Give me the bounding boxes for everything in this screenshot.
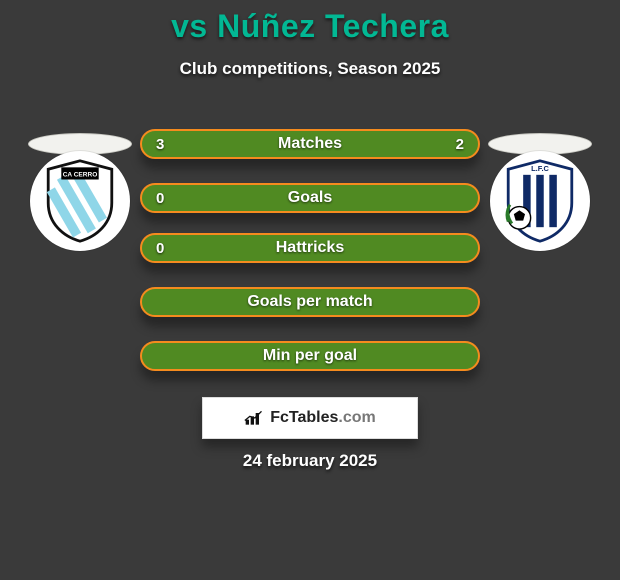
stat-label: Min per goal bbox=[142, 347, 478, 365]
stat-pill-matches: 3 Matches 2 bbox=[140, 129, 480, 159]
brand-suffix: .com bbox=[338, 409, 375, 426]
stat-row: 3 Matches 2 bbox=[0, 121, 620, 167]
brand-badge[interactable]: FcTables.com bbox=[202, 397, 418, 439]
stat-pill-gpm: Goals per match bbox=[140, 287, 480, 317]
stat-pill-mpg: Min per goal bbox=[140, 341, 480, 371]
page-title: vs Núñez Techera bbox=[0, 8, 620, 45]
stat-label: Goals bbox=[142, 189, 478, 207]
stat-row: Min per goal bbox=[0, 333, 620, 379]
stat-row: 0 Hattricks bbox=[0, 225, 620, 271]
stat-pill-hattricks: 0 Hattricks bbox=[140, 233, 480, 263]
brand-prefix: Fc bbox=[270, 409, 289, 426]
brand-main: Tables bbox=[289, 409, 339, 426]
stat-row: Goals per match bbox=[0, 279, 620, 325]
stat-label: Matches bbox=[142, 135, 478, 153]
left-player-slot bbox=[20, 133, 140, 155]
stat-label: Hattricks bbox=[142, 239, 478, 257]
stat-label: Goals per match bbox=[142, 293, 478, 311]
bar-chart-icon bbox=[244, 409, 264, 427]
page-subtitle: Club competitions, Season 2025 bbox=[0, 59, 620, 79]
stat-row: 0 Goals bbox=[0, 175, 620, 221]
footer-date: 24 february 2025 bbox=[0, 451, 620, 471]
player-name-ellipse-right bbox=[488, 133, 592, 155]
infographic-container: vs Núñez Techera Club competitions, Seas… bbox=[0, 0, 620, 471]
stat-pill-goals: 0 Goals bbox=[140, 183, 480, 213]
player-name-ellipse-left bbox=[28, 133, 132, 155]
right-player-slot bbox=[480, 133, 600, 155]
